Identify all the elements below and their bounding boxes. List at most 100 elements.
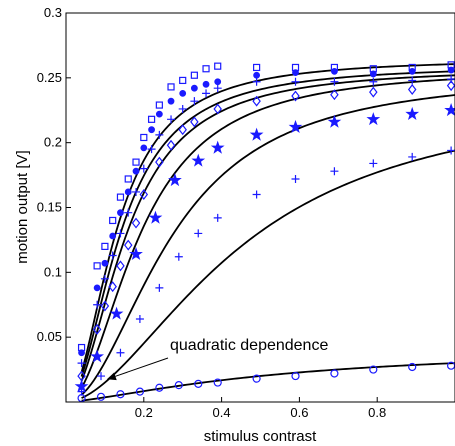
data-point (213, 103, 222, 115)
data-point (253, 63, 261, 72)
data-point (124, 188, 132, 196)
data-point (292, 69, 299, 77)
data-point (155, 130, 164, 139)
data-point (109, 232, 117, 240)
y-tick-label: 0.05 (37, 329, 62, 344)
data-point (330, 89, 339, 101)
data-point (167, 97, 175, 105)
data-point (155, 110, 163, 118)
data-point (190, 71, 198, 79)
data-point (101, 259, 109, 267)
annotation-arrow-head (106, 372, 117, 381)
data-point (447, 146, 455, 155)
data-point (132, 167, 140, 175)
data-point (214, 62, 222, 70)
data-point (147, 145, 156, 154)
data-point (190, 97, 199, 106)
series-3-markers (77, 75, 455, 368)
data-point (179, 89, 187, 97)
data-point (291, 174, 300, 183)
data-point (369, 159, 378, 168)
data-point (139, 164, 148, 173)
data-point (291, 371, 300, 381)
data-point (405, 106, 420, 120)
data-point (155, 156, 164, 168)
x-axis-title: stimulus contrast (204, 428, 317, 445)
data-point (178, 124, 187, 136)
data-point (131, 217, 141, 229)
data-point (202, 80, 210, 88)
fit-curve-4 (80, 78, 455, 389)
data-point (100, 274, 109, 283)
data-point (167, 83, 175, 91)
data-point (96, 392, 106, 401)
data-point (213, 84, 222, 93)
data-point (93, 300, 102, 309)
data-point (167, 115, 176, 124)
x-tick-label: 0.8 (368, 405, 386, 420)
data-point (147, 115, 156, 123)
data-point (116, 260, 125, 272)
fit-curve-1 (80, 63, 455, 373)
data-point (190, 84, 198, 92)
data-point (174, 252, 183, 261)
data-point (116, 229, 125, 238)
data-point (252, 374, 261, 383)
series-6-markers (77, 146, 455, 396)
data-point (327, 114, 342, 128)
data-point (155, 383, 164, 392)
data-point (288, 119, 303, 133)
series-4-markers (77, 80, 455, 382)
data-point (249, 127, 264, 141)
series-1-markers (77, 61, 455, 352)
annotation-text: quadratic dependence (170, 337, 328, 354)
data-point (124, 175, 132, 183)
data-point (148, 210, 163, 224)
data-point (135, 387, 145, 396)
data-point (178, 104, 187, 113)
data-point (155, 101, 163, 109)
data-point (132, 158, 140, 166)
data-point (179, 76, 187, 85)
data-point (124, 208, 133, 217)
data-point (369, 70, 377, 78)
data-point (366, 112, 381, 126)
data-point (213, 378, 222, 387)
series-7-markers (77, 361, 455, 403)
y-tick-label: 0.2 (44, 135, 62, 150)
data-point (123, 239, 133, 251)
data-point (117, 209, 124, 217)
fit-curve-6 (81, 149, 455, 399)
data-point (447, 66, 455, 74)
data-point (194, 229, 203, 238)
data-point (252, 95, 261, 107)
annotation-arrow-line (115, 357, 169, 377)
y-tick-label: 0.25 (37, 70, 62, 85)
data-point (166, 139, 176, 151)
data-point (214, 78, 222, 86)
data-point (210, 140, 225, 154)
y-tick-label: 0.3 (44, 5, 62, 20)
y-tick-label: 0.1 (44, 264, 62, 279)
data-point (93, 284, 101, 292)
data-point (139, 189, 149, 201)
data-point (252, 190, 261, 199)
data-point (213, 213, 222, 222)
x-tick-label: 0.2 (135, 405, 153, 420)
data-point (444, 103, 455, 117)
data-point (408, 152, 417, 161)
data-point (407, 84, 417, 95)
data-point (194, 379, 203, 388)
data-point (408, 362, 417, 372)
data-point (100, 300, 110, 312)
data-point (330, 167, 339, 176)
data-point (174, 381, 183, 390)
data-point (116, 193, 125, 201)
data-point (129, 246, 143, 261)
fit-curve-2 (80, 70, 455, 377)
data-point (330, 369, 339, 378)
y-axis-title: motion output [V] (14, 150, 31, 263)
data-point (97, 372, 106, 381)
data-markers (74, 61, 455, 403)
